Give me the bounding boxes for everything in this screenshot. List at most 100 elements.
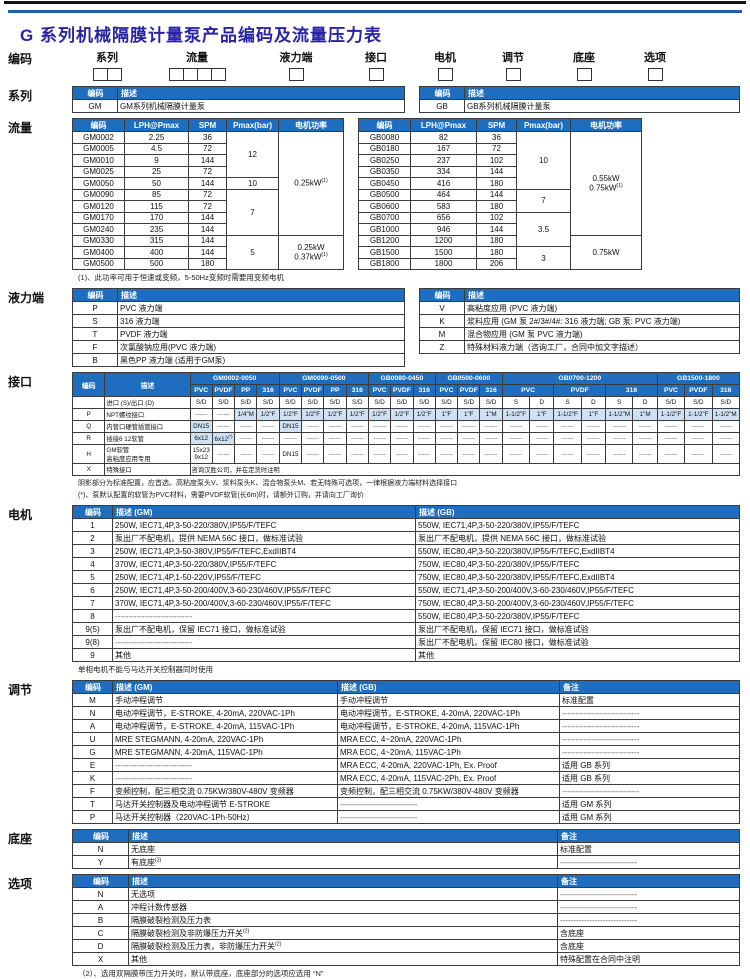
table-row: GM0005 4.5 72 xyxy=(72,142,344,155)
header-cell: PVDF xyxy=(211,384,236,397)
table-cell: 2 xyxy=(72,531,113,545)
header-cell: PVC xyxy=(367,384,392,397)
table-cell: M xyxy=(419,327,465,341)
table-cell: 237 xyxy=(410,154,477,167)
table-cell: 400 xyxy=(124,246,189,259)
table-cell: 插接6 12软管 xyxy=(104,432,191,445)
table-cell: 250W, IEC71,4P,3-50-380V,IP55/F/TEFC,Exd… xyxy=(112,544,416,558)
code-box xyxy=(211,68,226,81)
table-cell: 6x12(*) xyxy=(211,432,236,445)
code-group-base: 底座 xyxy=(548,49,620,81)
table-cell: ----------------------------- xyxy=(557,913,740,927)
table-cell: S/D xyxy=(390,396,414,409)
table-cell: ------ xyxy=(323,444,347,464)
table-cell: ------ xyxy=(711,420,741,433)
table-cell: ------ xyxy=(632,444,658,464)
table-row: X 特殊接口 咨询汉胜公司，并在定货时注明 xyxy=(71,463,741,476)
table-cell: S/D xyxy=(412,396,436,409)
table-row: GM0240 235 144 xyxy=(72,223,344,236)
table-cell: 550W, IEC71,4P,3-50-220/380V,IP55/F/TEFC xyxy=(415,518,740,532)
table-cell: ------ xyxy=(605,420,634,433)
table-cell: ------ xyxy=(412,444,436,464)
table-cell: ------ xyxy=(390,420,414,433)
table-cell: D xyxy=(580,396,607,409)
section-flow: 流量 编码 LPH@Pmax SPM Pmax(bar) 电机功率 GM0002 2.25 3… xyxy=(8,118,750,283)
table-cell: GB0450 xyxy=(358,177,411,190)
table-cell: 1"M xyxy=(479,408,503,421)
table-cell: S/D xyxy=(278,396,303,409)
table-cell: 1/2"F xyxy=(301,408,325,421)
table-cell: 1 xyxy=(72,518,113,532)
table-cell: 370W, IEC71,4P,3-50-200/400V,3-60-230/46… xyxy=(112,596,416,610)
table-cell: S/D xyxy=(711,396,741,409)
hydraulic-gm-table: 编码 描述 P PVC 液力端 S 316 液力端 T PVDF 液力端 F 次氯酸钠应用(PVC… xyxy=(72,288,405,367)
table-cell: ------ xyxy=(501,420,531,433)
header-row: 编码 描述 备注 xyxy=(72,829,740,843)
table-cell: ------ xyxy=(457,420,481,433)
header-row: 编码 LPH@Pmax SPM Pmax(bar) 电机功率 xyxy=(358,118,642,132)
table-cell: 隔膜破裂检测及非防爆压力开关(2) xyxy=(128,926,558,940)
table-cell: GM0170 xyxy=(72,211,125,224)
table-row: 8 ----------------------------- 550W, IEC8… xyxy=(72,609,740,623)
header-cell: 描述 (GB) xyxy=(415,505,740,519)
table-cell: 180 xyxy=(476,177,517,190)
table-cell: ------ xyxy=(189,408,213,421)
table-cell: GM xyxy=(72,99,118,113)
header-cell: GB0500-0600 xyxy=(434,372,503,385)
table-cell: 混合物应用 (GM 泵 PVC 液力端) xyxy=(464,327,740,341)
table-cell: ------ xyxy=(301,420,325,433)
table-cell: C xyxy=(72,926,129,940)
table-cell: DN15 xyxy=(278,420,303,433)
table-row: GB0600 583 180 xyxy=(358,200,642,213)
table-cell: ------ xyxy=(434,432,459,445)
table-cell: ----------------------------- xyxy=(112,758,338,772)
header-cell: 编码 xyxy=(72,288,118,302)
table-cell: 泵出厂不配电机，保留 IEC71 接口，做标准试验 xyxy=(112,622,416,636)
table-cell: 3 xyxy=(516,246,571,270)
table-row: S 316 液力端 xyxy=(72,314,405,328)
table-cell: 马达开关控制器（220VAC-1Ph-50Hz） xyxy=(112,810,338,824)
table-cell: GB0350 xyxy=(358,165,411,178)
table-cell: GM0090 xyxy=(72,188,125,201)
table-cell: 1500 xyxy=(410,246,477,259)
code-group-label: 电机 xyxy=(434,52,456,64)
table-cell: 334 xyxy=(410,165,477,178)
code-group-label: 调节 xyxy=(502,52,524,64)
header-cell: 316 xyxy=(345,384,369,397)
code-group-motor: 电机 xyxy=(412,49,478,81)
code-group-label: 系列 xyxy=(96,52,118,64)
code-group-label: 选项 xyxy=(644,52,666,64)
table-cell: 0.75kW xyxy=(570,234,642,270)
code-box xyxy=(438,68,453,81)
header-cell: GM0090-0500 xyxy=(278,372,369,385)
table-row: GM0025 25 72 xyxy=(72,165,344,178)
section-interface: 接口 编码 描述 GM0002-0050 GM0090-0500 GB0080-0450… xyxy=(8,372,750,500)
table-cell: 144 xyxy=(476,223,517,236)
section-base: 底座 编码 描述 备注 N 无底座 标准配置 Y 有底座(2) ----------------… xyxy=(8,829,750,869)
code-box xyxy=(577,68,592,81)
table-cell: 180 xyxy=(476,200,517,213)
table-cell: 1/2"F xyxy=(367,408,392,421)
header-row: 编码 LPH@Pmax SPM Pmax(bar) 电机功率 xyxy=(72,118,344,132)
header-cell: 316 xyxy=(412,384,436,397)
table-cell: 0.25kW 0.37kW(1) xyxy=(278,234,344,270)
table-cell: ------ xyxy=(323,432,347,445)
code-row-label: 编码 xyxy=(8,52,33,66)
table-cell: GM0500 xyxy=(72,257,125,270)
table-cell: 1"F xyxy=(457,408,481,421)
header-cell: 编码 xyxy=(72,874,129,888)
table-row: T 马达开关控制器及电动冲程调节 E-STROKE ----------------… xyxy=(72,797,740,811)
header-cell: 编码 xyxy=(419,288,465,302)
table-cell: ------ xyxy=(605,444,634,464)
table-cell: 5 xyxy=(72,570,113,584)
code-box xyxy=(169,68,184,81)
interface-note-2: (*)、泵默认配置的软管为PVC材料，需要PVDF软管(长6m)时，请额外订购，… xyxy=(78,492,364,499)
header-cell: PVC xyxy=(434,384,459,397)
header-cell: 备注 xyxy=(557,874,740,888)
table-row: 9 其他 其他 xyxy=(72,648,740,662)
interface-note-1: 阴影部分为标准配置，应首选。高粘度泵头V、浆料泵头K、混合物泵头M、若无特殊可选… xyxy=(78,480,458,487)
series-gm-table: 编码 描述 GM GM系列机械隔膜计量泵 xyxy=(72,86,405,113)
table-cell: 36 xyxy=(188,131,227,144)
header-cell: Pmax(bar) xyxy=(226,118,279,132)
header-cell: PVDF xyxy=(457,384,481,397)
